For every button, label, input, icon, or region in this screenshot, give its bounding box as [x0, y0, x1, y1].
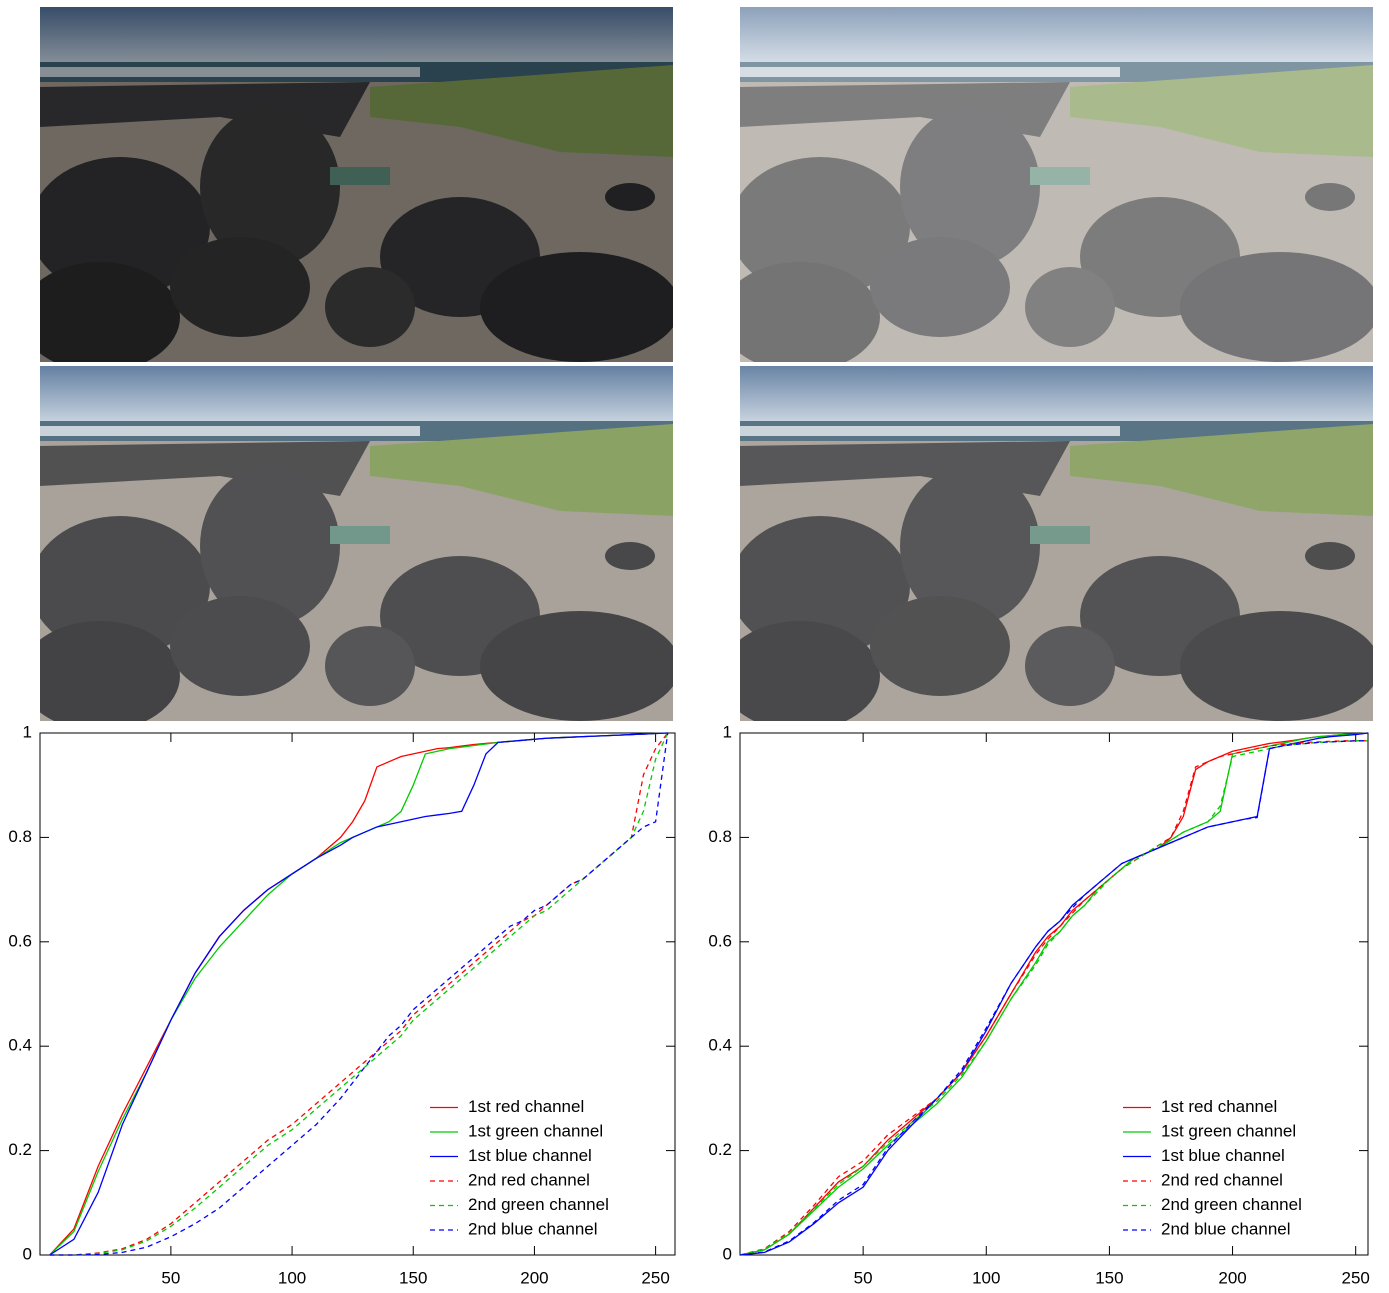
y-tick-label: 0.4: [8, 1036, 32, 1055]
x-tick-label: 100: [972, 1268, 1000, 1287]
legend-label: 2nd red channel: [1161, 1170, 1283, 1189]
photo: [20, 7, 680, 372]
y-tick-label: 0.8: [8, 827, 32, 846]
figure: 00.20.40.60.81501001502002501st red chan…: [0, 0, 1389, 1293]
x-tick-label: 250: [1341, 1268, 1369, 1287]
y-tick-label: 0: [723, 1244, 732, 1263]
legend-label: 1st blue channel: [1161, 1146, 1285, 1165]
photo: [20, 366, 680, 731]
y-tick-label: 0.2: [708, 1140, 732, 1159]
y-tick-label: 1: [723, 722, 732, 741]
photo: [720, 366, 1380, 731]
legend-label: 2nd blue channel: [468, 1219, 598, 1238]
x-tick-label: 50: [854, 1268, 873, 1287]
legend-label: 1st green channel: [468, 1121, 603, 1140]
legend-label: 1st red channel: [468, 1097, 584, 1116]
y-tick-label: 0.6: [708, 931, 732, 950]
legend-label: 1st green channel: [1161, 1121, 1296, 1140]
x-tick-label: 50: [161, 1268, 180, 1287]
y-tick-label: 0.8: [708, 827, 732, 846]
photo: [720, 7, 1380, 372]
x-tick-label: 200: [520, 1268, 548, 1287]
x-tick-label: 250: [641, 1268, 669, 1287]
legend-label: 2nd green channel: [1161, 1195, 1302, 1214]
y-tick-label: 0.4: [708, 1036, 732, 1055]
x-tick-label: 150: [1095, 1268, 1123, 1287]
legend-label: 2nd red channel: [468, 1170, 590, 1189]
legend-label: 1st blue channel: [468, 1146, 592, 1165]
y-tick-label: 0: [23, 1244, 32, 1263]
legend-label: 2nd blue channel: [1161, 1219, 1291, 1238]
y-tick-label: 0.6: [8, 931, 32, 950]
x-tick-label: 150: [399, 1268, 427, 1287]
legend-label: 2nd green channel: [468, 1195, 609, 1214]
y-tick-label: 0.2: [8, 1140, 32, 1159]
x-tick-label: 200: [1218, 1268, 1246, 1287]
y-tick-label: 1: [23, 722, 32, 741]
x-tick-label: 100: [278, 1268, 306, 1287]
legend-label: 1st red channel: [1161, 1097, 1277, 1116]
